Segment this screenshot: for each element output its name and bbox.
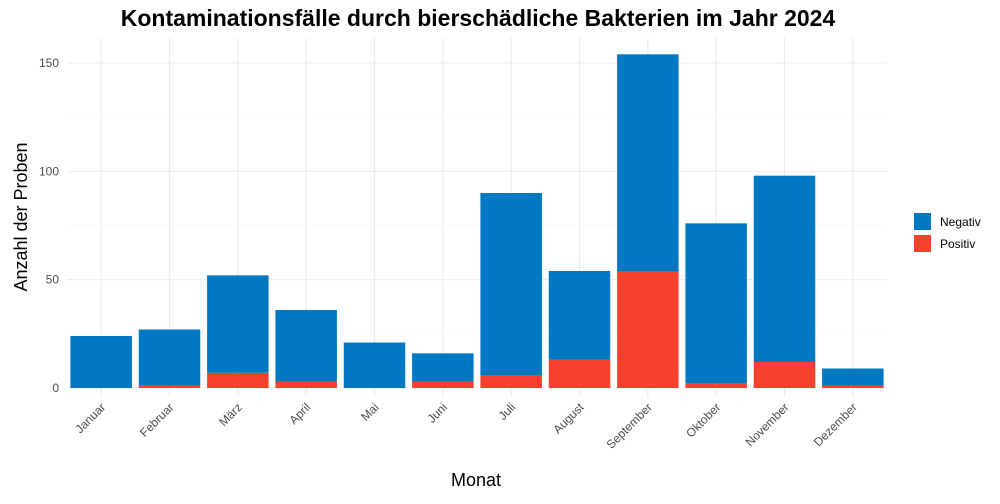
x-tick-label: April: [286, 400, 313, 427]
bar-positiv: [548, 359, 611, 388]
chart-title: Kontaminationsfälle durch bierschädliche…: [121, 5, 836, 31]
bar-negativ: [275, 310, 337, 382]
x-tick-label: Juli: [496, 400, 519, 423]
legend-label-negativ: Negativ: [940, 215, 981, 229]
bar-positiv: [275, 381, 337, 388]
bar-negativ: [685, 223, 747, 384]
bar-negativ: [343, 342, 406, 388]
legend-label-positiv: Positiv: [940, 237, 975, 251]
y-tick-label: 150: [39, 56, 59, 70]
y-tick-label: 0: [52, 381, 59, 395]
bar-positiv: [138, 385, 201, 388]
y-axis-title: Anzahl der Proben: [11, 142, 31, 291]
x-tick-label: Mai: [358, 400, 382, 424]
bar-negativ: [138, 329, 201, 386]
bar-negativ: [70, 336, 132, 388]
bar-positiv: [617, 271, 679, 388]
legend-swatch-positiv: [914, 235, 931, 252]
x-axis-title: Monat: [451, 470, 501, 490]
bar-negativ: [822, 368, 884, 386]
y-tick-label: 50: [46, 273, 60, 287]
x-tick-label: November: [743, 400, 792, 449]
x-axis-ticks: Januar Februar März April Mai Juni Juli August S…: [72, 400, 860, 452]
bar-positiv: [685, 383, 747, 388]
bar-positiv: [480, 375, 542, 388]
bar-negativ: [617, 54, 679, 272]
bar-negativ: [207, 275, 269, 373]
x-tick-label: März: [216, 400, 245, 429]
x-tick-label: Juni: [424, 400, 449, 425]
bars: [70, 54, 884, 388]
x-tick-label: August: [550, 400, 587, 437]
legend-swatch-negativ: [914, 213, 931, 230]
y-axis-ticks: 0 50 100 150: [39, 56, 59, 395]
y-tick-label: 100: [39, 164, 59, 178]
bar-negativ: [753, 175, 816, 362]
x-tick-label: Januar: [72, 400, 108, 436]
bar-negativ: [548, 271, 611, 360]
bar-negativ: [412, 353, 474, 382]
bar-negativ: [480, 193, 542, 375]
bar-positiv: [412, 381, 474, 388]
bar-positiv: [753, 362, 816, 388]
x-tick-label: Oktober: [683, 400, 723, 440]
bar-positiv: [207, 372, 269, 388]
x-tick-label: September: [604, 400, 655, 451]
x-tick-label: Dezember: [811, 400, 860, 449]
x-tick-label: Februar: [137, 400, 177, 440]
bar-positiv: [822, 385, 884, 388]
legend: Negativ Positiv: [914, 213, 981, 252]
